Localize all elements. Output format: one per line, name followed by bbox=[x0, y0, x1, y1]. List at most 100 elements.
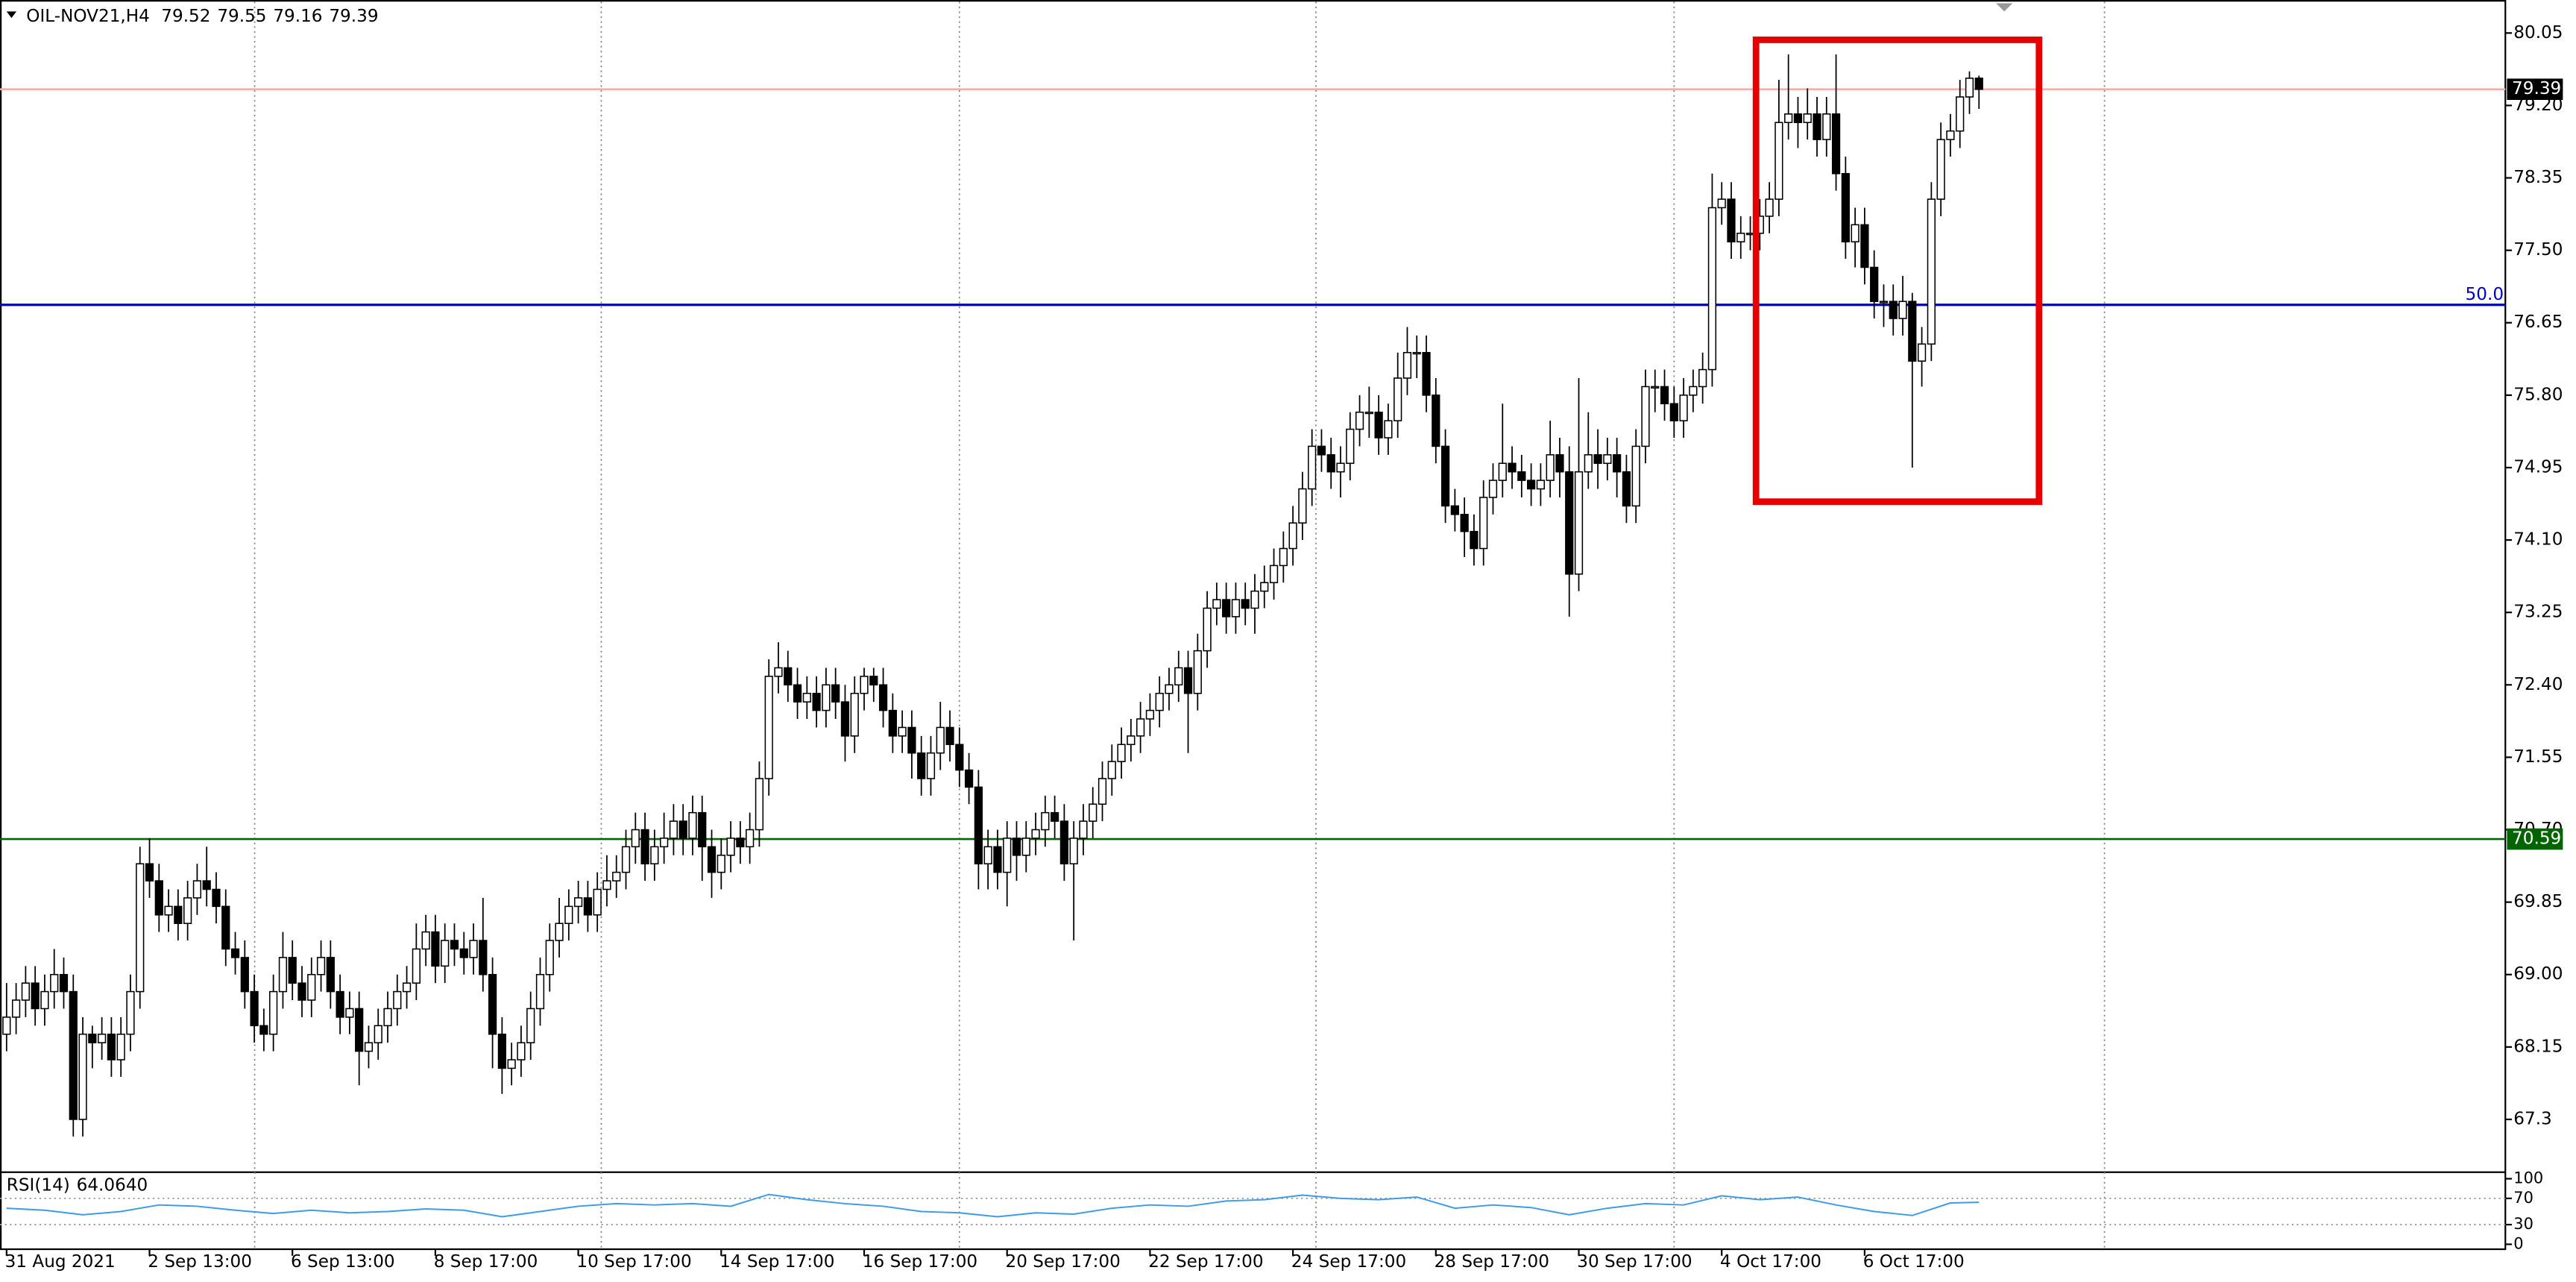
candle-body bbox=[926, 752, 936, 779]
candle-body bbox=[746, 829, 755, 848]
candle-body bbox=[983, 846, 992, 864]
candle-body bbox=[688, 811, 697, 839]
candle-body bbox=[1336, 462, 1345, 473]
y-tick-label: 72.40 bbox=[2513, 675, 2563, 694]
candle-body bbox=[1003, 838, 1012, 873]
candle-body bbox=[164, 905, 173, 916]
candle-body bbox=[1117, 744, 1126, 762]
candle-body bbox=[517, 1042, 526, 1061]
candle-body bbox=[1498, 462, 1507, 481]
candle-body bbox=[669, 820, 678, 839]
candle-body bbox=[336, 990, 344, 1018]
x-tick-label: 24 Sep 17:00 bbox=[1291, 1252, 1406, 1272]
candle-body bbox=[1603, 454, 1612, 465]
level-label: 50.0 bbox=[2466, 285, 2504, 304]
candle-body bbox=[945, 726, 954, 746]
x-tick-label: 28 Sep 17:00 bbox=[1435, 1252, 1549, 1272]
candle-body bbox=[678, 820, 687, 839]
candle-body bbox=[1174, 667, 1183, 686]
x-tick-label: 2 Sep 13:00 bbox=[148, 1252, 252, 1272]
candle-body bbox=[250, 990, 259, 1027]
rsi-tick-label: 0 bbox=[2513, 1234, 2523, 1252]
candle-body bbox=[288, 957, 297, 984]
candle-body bbox=[1012, 838, 1021, 856]
candle-body bbox=[1965, 78, 1974, 98]
candle-body bbox=[450, 940, 459, 950]
candle-body bbox=[1193, 650, 1202, 694]
x-tick-label: 6 Oct 17:00 bbox=[1863, 1252, 1965, 1272]
candle-body bbox=[1384, 420, 1393, 439]
candle-body bbox=[1250, 590, 1259, 609]
candle-body bbox=[1470, 530, 1478, 550]
candle-body bbox=[192, 880, 202, 899]
candle-body bbox=[869, 676, 878, 686]
candle-body bbox=[888, 709, 897, 737]
rsi-tick-label: 100 bbox=[2513, 1169, 2543, 1187]
candle-body bbox=[1707, 207, 1717, 371]
candle-body bbox=[1412, 351, 1421, 355]
candle-body bbox=[1841, 173, 1850, 242]
candle-body bbox=[1050, 811, 1059, 822]
candle-body bbox=[50, 973, 59, 993]
candle-body bbox=[1155, 692, 1164, 711]
candle-body bbox=[1203, 607, 1212, 652]
candle-body bbox=[441, 940, 450, 967]
x-tick-label: 8 Sep 17:00 bbox=[434, 1252, 538, 1272]
candle-body bbox=[1593, 454, 1602, 465]
candle-body bbox=[1679, 395, 1688, 421]
candle-body bbox=[1822, 113, 1831, 140]
x-tick-label: 4 Oct 17:00 bbox=[1720, 1252, 1821, 1272]
candle-body bbox=[974, 786, 983, 864]
candle-body bbox=[1183, 667, 1193, 694]
candle-body bbox=[774, 667, 783, 677]
candle-body bbox=[878, 684, 888, 711]
x-tick-label: 20 Sep 17:00 bbox=[1006, 1252, 1121, 1272]
candle-body bbox=[602, 880, 611, 890]
candle-body bbox=[583, 897, 593, 916]
candle-body bbox=[1355, 411, 1364, 430]
candle-body bbox=[526, 1008, 535, 1043]
candle-body bbox=[1031, 829, 1040, 839]
candle-body bbox=[136, 863, 145, 993]
candle-body bbox=[221, 905, 230, 950]
candle-body bbox=[412, 948, 421, 984]
candle-body bbox=[612, 871, 621, 882]
candle-body bbox=[802, 692, 811, 703]
candle-body bbox=[1450, 505, 1459, 515]
candle-body bbox=[21, 982, 30, 1001]
candle-body bbox=[993, 846, 1002, 873]
candle-body bbox=[31, 982, 40, 1010]
candle-body bbox=[116, 1033, 125, 1061]
candle-body bbox=[1631, 445, 1640, 507]
candle-body bbox=[812, 692, 821, 711]
candle-body bbox=[364, 1042, 374, 1052]
candle-body bbox=[1298, 488, 1307, 524]
candle-body bbox=[1021, 838, 1030, 856]
candle-body bbox=[59, 973, 69, 993]
candle-body bbox=[736, 838, 745, 848]
candle-body bbox=[1917, 343, 1927, 362]
candle-body bbox=[2, 1017, 11, 1035]
candle-body bbox=[183, 897, 192, 924]
candle-body bbox=[154, 880, 163, 916]
candle-body bbox=[898, 726, 907, 737]
candle-body bbox=[1479, 497, 1488, 550]
candle-body bbox=[1231, 599, 1241, 618]
candle-body bbox=[1860, 224, 1869, 268]
candle-body bbox=[1803, 113, 1812, 124]
candle-body bbox=[1279, 547, 1288, 567]
candle-body bbox=[1908, 301, 1917, 362]
candle-body bbox=[1288, 522, 1297, 550]
candle-body bbox=[1346, 428, 1355, 465]
price-label-box bbox=[2507, 78, 2563, 100]
candle-body bbox=[1565, 471, 1574, 575]
candle-body bbox=[1946, 130, 1955, 140]
candle-body bbox=[564, 905, 573, 924]
x-tick-label: 30 Sep 17:00 bbox=[1577, 1252, 1692, 1272]
y-tick-label: 77.50 bbox=[2513, 240, 2563, 260]
x-tick-label: 10 Sep 17:00 bbox=[576, 1252, 691, 1272]
candle-body bbox=[459, 948, 468, 958]
candle-body bbox=[1669, 403, 1678, 421]
